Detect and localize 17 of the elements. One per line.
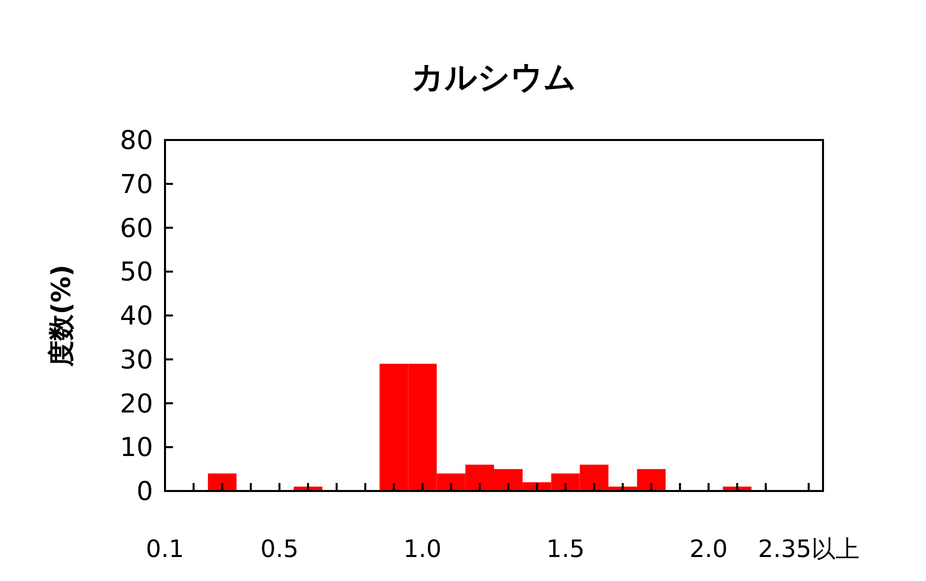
x-tick-label: 1.0	[403, 535, 442, 563]
y-tick-label: 30	[120, 345, 153, 376]
y-tick-label: 70	[120, 170, 153, 200]
y-tick-label: 0	[136, 477, 153, 507]
y-axis-title: 度数(%)	[47, 264, 77, 368]
y-tick-label: 50	[120, 258, 153, 288]
chart-title: カルシウム	[412, 58, 576, 96]
y-tick-label: 20	[120, 389, 153, 420]
x-tick-label: 2.0	[689, 535, 728, 563]
x-tick-label: 0.1	[146, 535, 184, 563]
y-tick-label: 40	[120, 302, 153, 332]
x-tick-label: 1.5	[546, 535, 585, 563]
y-tick-label: 80	[120, 126, 153, 156]
y-tick-label: 60	[120, 214, 153, 244]
x-tick-label: 0.5	[260, 535, 299, 563]
x-tick-label: 2.35以上	[758, 535, 860, 563]
y-tick-label: 10	[120, 433, 153, 464]
